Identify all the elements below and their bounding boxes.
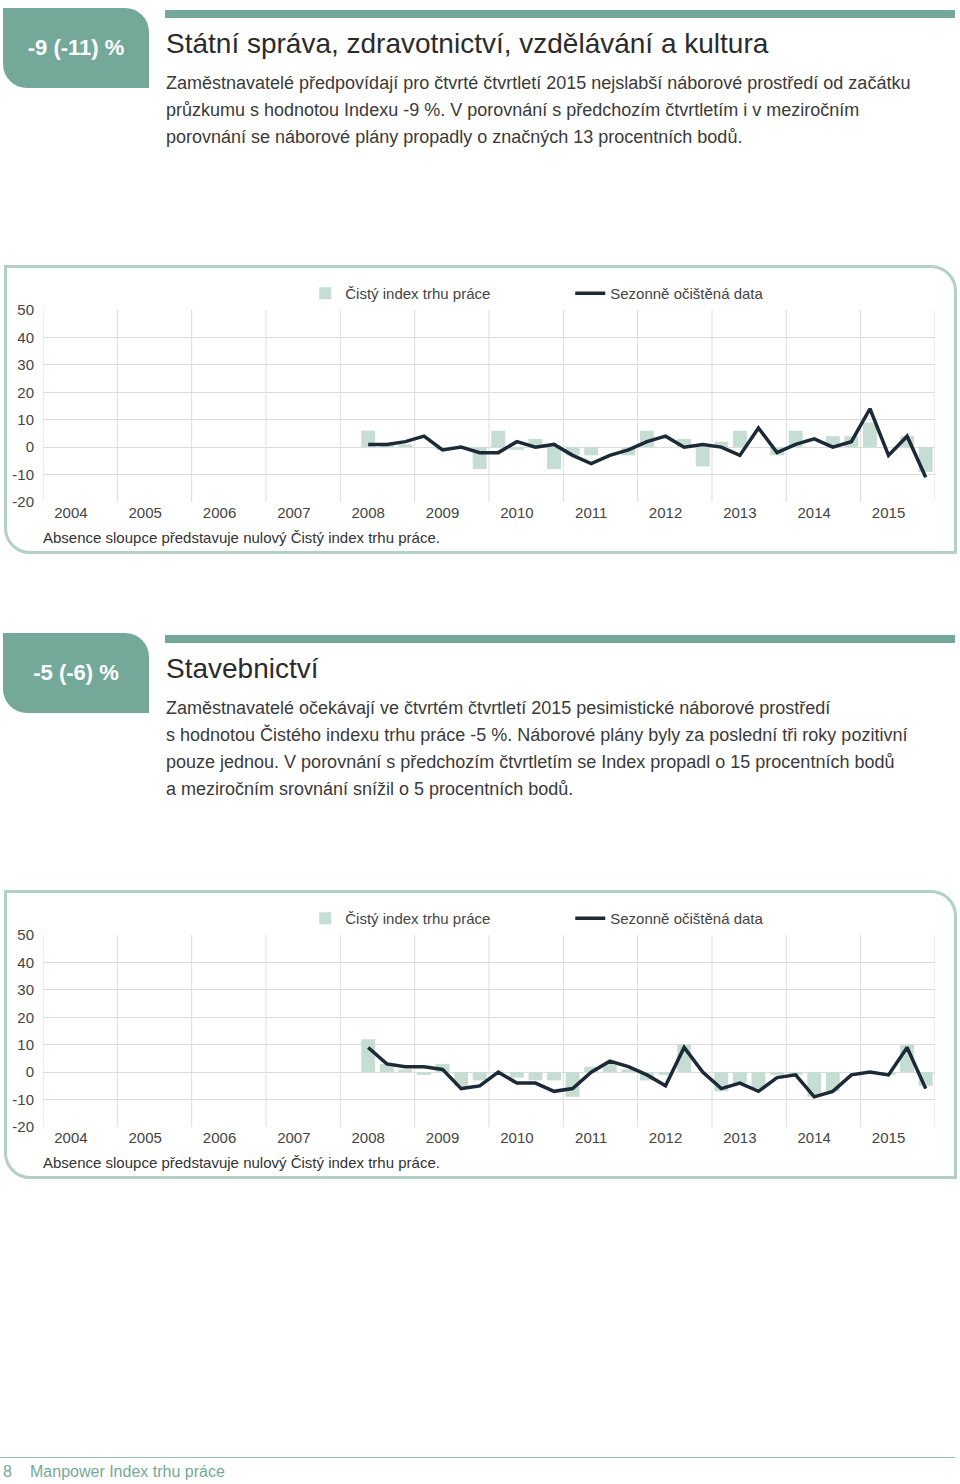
svg-text:Sezonně očištěná data: Sezonně očištěná data (610, 285, 763, 302)
svg-text:2006: 2006 (203, 504, 236, 521)
html-text:Absence sloupce představuje nu: Absence sloupce představuje nulový Čistý… (43, 529, 440, 546)
html-text:Zaměstnavatelé očekávají ve čt: Zaměstnavatelé očekávají ve čtvrtém čtvr… (166, 698, 831, 718)
svg-text:40: 40 (17, 329, 34, 346)
svg-text:0: 0 (26, 438, 34, 455)
html-text:Stavebnictví: Stavebnictví (166, 653, 319, 684)
svg-text:-20: -20 (12, 1118, 34, 1135)
html-text:-5 (-6) %: -5 (-6) % (33, 660, 119, 685)
html-text:pouze jednou. V porovnání s př: pouze jednou. V porovnání s předchozím č… (166, 752, 895, 772)
html-text:Zaměstnavatelé předpovídají pr: Zaměstnavatelé předpovídají pro čtvrté č… (166, 73, 911, 93)
svg-text:0: 0 (26, 1063, 34, 1080)
html-text:Státní správa, zdravotnictví,: Státní správa, zdravotnictví, vzdělávání… (166, 28, 769, 59)
svg-text:50: 50 (17, 301, 34, 318)
html-text:Manpower Index trhu práce: Manpower Index trhu práce (30, 1463, 225, 1480)
svg-text:2005: 2005 (129, 504, 162, 521)
svg-text:50: 50 (17, 926, 34, 943)
svg-text:30: 30 (17, 981, 34, 998)
html-text:s hodnotou Čistého indexu trhu: s hodnotou Čistého indexu trhu práce -5 … (166, 725, 908, 745)
svg-text:2008: 2008 (352, 504, 385, 521)
svg-text:2006: 2006 (203, 1129, 236, 1146)
svg-text:2011: 2011 (575, 504, 607, 521)
svg-text:2004: 2004 (54, 1129, 87, 1146)
svg-text:2014: 2014 (798, 504, 831, 521)
svg-text:2007: 2007 (277, 1129, 310, 1146)
html-text:Absence sloupce představuje nu: Absence sloupce představuje nulový Čistý… (43, 1154, 440, 1171)
svg-text:20: 20 (17, 384, 34, 401)
svg-text:30: 30 (17, 356, 34, 373)
svg-text:2013: 2013 (723, 504, 756, 521)
svg-text:Čistý index trhu práce: Čistý index trhu práce (345, 910, 490, 927)
html-text:průzkumu s hodnotou Indexu -9: průzkumu s hodnotou Indexu -9 %. V porov… (166, 100, 860, 120)
svg-text:2014: 2014 (798, 1129, 831, 1146)
svg-text:2004: 2004 (54, 504, 87, 521)
svg-text:2012: 2012 (649, 1129, 682, 1146)
svg-text:40: 40 (17, 954, 34, 971)
svg-text:2015: 2015 (872, 1129, 905, 1146)
svg-text:-10: -10 (12, 466, 34, 483)
svg-text:2009: 2009 (426, 1129, 459, 1146)
svg-text:2005: 2005 (129, 1129, 162, 1146)
svg-text:20: 20 (17, 1009, 34, 1026)
svg-text:2009: 2009 (426, 504, 459, 521)
svg-text:2010: 2010 (500, 1129, 533, 1146)
svg-text:2010: 2010 (500, 504, 533, 521)
svg-text:2007: 2007 (277, 504, 310, 521)
svg-text:2015: 2015 (872, 504, 905, 521)
svg-text:2013: 2013 (723, 1129, 756, 1146)
html-text:8: 8 (3, 1463, 12, 1480)
html-text:-9 (-11) %: -9 (-11) % (27, 35, 125, 60)
svg-text:-10: -10 (12, 1091, 34, 1108)
svg-text:2012: 2012 (649, 504, 682, 521)
svg-text:2008: 2008 (352, 1129, 385, 1146)
svg-text:-20: -20 (12, 493, 34, 510)
svg-text:10: 10 (17, 411, 34, 428)
html-text:a meziročním srovnání snížil o: a meziročním srovnání snížil o 5 procent… (166, 779, 574, 799)
html-text:porovnání se náborové plány pr: porovnání se náborové plány propadly o z… (166, 127, 743, 147)
svg-text:Čistý index trhu práce: Čistý index trhu práce (345, 285, 490, 302)
svg-text:Sezonně očištěná data: Sezonně očištěná data (610, 910, 763, 927)
svg-text:2011: 2011 (575, 1129, 607, 1146)
svg-text:10: 10 (17, 1036, 34, 1053)
